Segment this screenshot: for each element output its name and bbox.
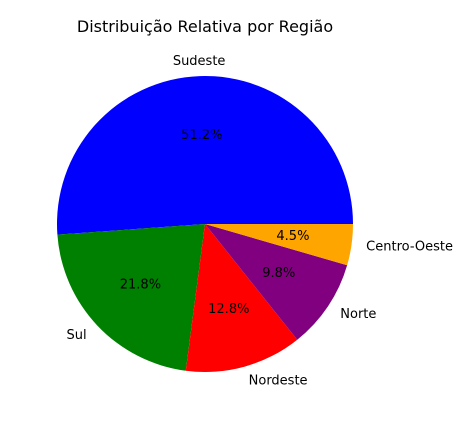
slice-label-nordeste: Nordeste [249,373,308,388]
percent-label-norte: 9.8% [262,266,295,281]
slice-label-sudeste: Sudeste [173,54,226,69]
pie-slice-norte [205,224,348,340]
percent-label-centro-oeste: 4.5% [276,229,309,244]
percent-labels-group: 51.2% 21.8% 12.8% 9.8% 4.5% [120,128,310,317]
slice-label-sul: Sul [66,328,86,343]
percent-label-nordeste: 12.8% [208,302,249,317]
percent-label-sul: 21.8% [120,277,161,292]
slice-label-centro-oeste: Centro-Oeste [366,239,453,254]
slices-group [56,75,354,372]
pie-slice-sudeste [56,75,354,235]
percent-label-sudeste: 51.2% [181,128,222,143]
slice-label-norte: Norte [340,307,376,322]
slice-labels-group: Sudeste Sul Nordeste Norte Centro-Oeste [66,54,453,389]
pie-slice-nordeste [185,224,298,372]
chart-title: Distribuição Relativa por Região [77,17,333,36]
pie-slice-centro-oeste [205,224,353,266]
pie-slice-sul [57,224,205,371]
